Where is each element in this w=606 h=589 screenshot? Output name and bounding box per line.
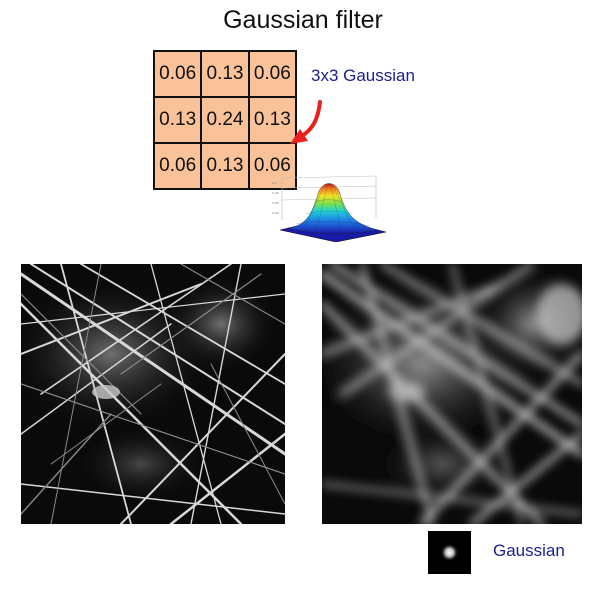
kernel-cell: 0.06 [247, 50, 298, 98]
kernel-row: 0.06 0.13 0.06 [152, 50, 298, 98]
kernel-cell: 0.13 [152, 96, 203, 144]
kernel-cell: 0.06 [247, 142, 298, 190]
svg-text:0.04: 0.04 [272, 211, 279, 215]
gaussian-label: Gaussian [493, 541, 565, 560]
diagram-title: Gaussian filter [223, 6, 383, 34]
gaussian-surface-plot: 0.1 0.08 0.06 0.04 [272, 175, 387, 242]
kernel-cell: 0.13 [247, 96, 298, 144]
original-grass-image [21, 264, 285, 524]
svg-text:0.08: 0.08 [272, 191, 279, 195]
kernel-cell: 0.24 [200, 96, 250, 144]
red-arrow-icon [290, 100, 322, 144]
gaussian-kernel-thumbnail [428, 531, 471, 574]
kernel-label: 3x3 Gaussian [311, 66, 415, 85]
kernel-cell: 0.13 [200, 142, 250, 190]
kernel-row: 0.06 0.13 0.06 [152, 142, 298, 190]
kernel-matrix: 0.06 0.13 0.06 0.13 0.24 0.13 0.06 0.13 … [152, 50, 298, 190]
kernel-cell: 0.06 [152, 50, 203, 98]
kernel-row: 0.13 0.24 0.13 [152, 96, 298, 144]
gaussian-blurred-image [322, 264, 582, 524]
kernel-cell: 0.06 [152, 142, 203, 190]
svg-text:0.1: 0.1 [272, 181, 277, 185]
kernel-cell: 0.13 [200, 50, 250, 98]
svg-text:0.06: 0.06 [272, 201, 279, 205]
